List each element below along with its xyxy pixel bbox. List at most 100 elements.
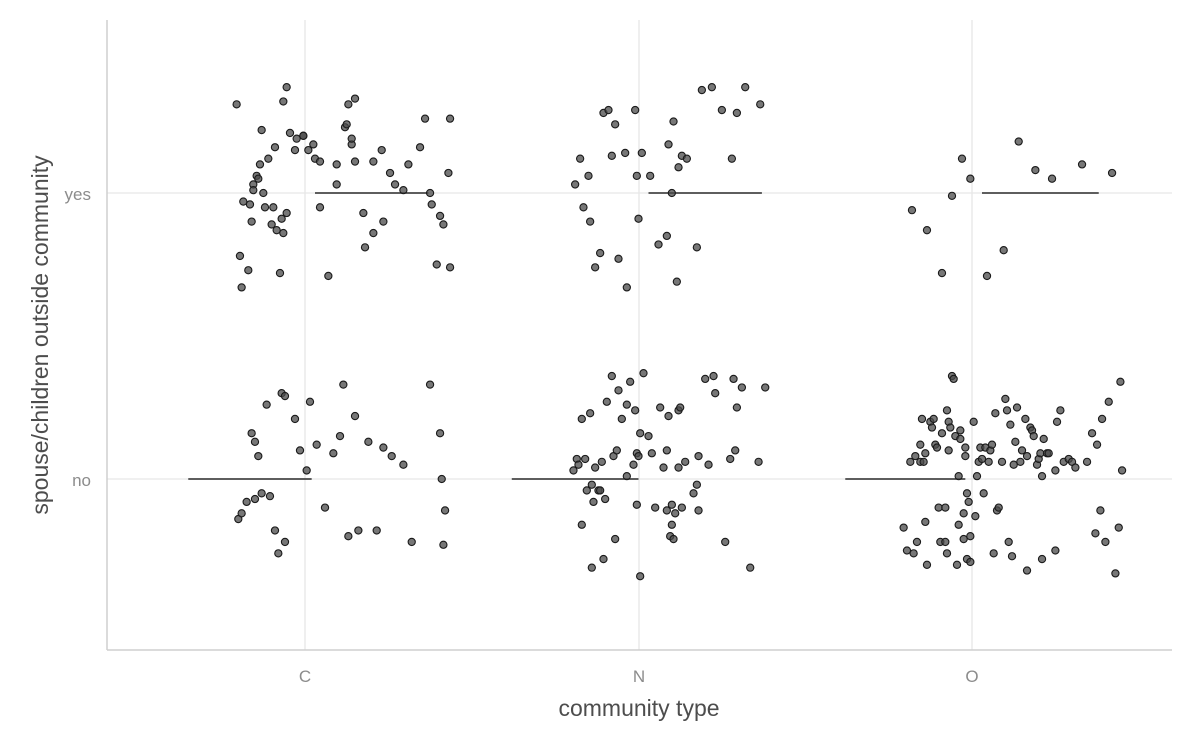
data-point-o (1002, 406, 1012, 415)
data-point-n (639, 369, 648, 378)
data-point-c (264, 154, 273, 163)
data-point-n (756, 100, 765, 109)
data-point-c (250, 437, 260, 446)
data-point-o (1012, 403, 1022, 412)
data-point-n (667, 500, 676, 509)
data-point-c (295, 446, 305, 455)
data-point-o (921, 449, 930, 458)
data-point-n (731, 446, 740, 455)
data-point-o (959, 534, 968, 544)
data-point-c (350, 157, 360, 166)
data-point-n (729, 374, 738, 384)
data-point-o (1111, 569, 1120, 578)
data-point-n (637, 148, 646, 158)
data-point-n (595, 486, 605, 495)
data-point-o (932, 443, 942, 452)
data-point-o (1052, 417, 1062, 426)
data-point-n (617, 414, 626, 424)
data-point-n (587, 480, 596, 489)
data-point-n (667, 520, 676, 529)
y-tick-label-no: no (72, 471, 91, 490)
data-point-c (439, 540, 448, 549)
data-point-n (697, 85, 707, 95)
data-point-o (1044, 449, 1053, 458)
data-point-o (997, 457, 1007, 466)
data-point-c (272, 226, 281, 235)
data-point-c (247, 217, 256, 226)
data-point-n (651, 503, 660, 512)
data-point-n (579, 203, 588, 212)
data-point-n (667, 188, 676, 198)
data-point-o (912, 537, 922, 547)
data-point-o (1009, 460, 1018, 469)
data-point-n (717, 105, 727, 115)
data-point-c (245, 200, 255, 209)
data-point-n (737, 383, 747, 392)
data-point-c (439, 220, 448, 229)
data-point-c (425, 188, 435, 198)
data-point-n (741, 83, 750, 92)
data-point-o (1014, 137, 1023, 146)
data-point-c (379, 217, 388, 226)
data-point-n (580, 454, 590, 464)
data-point-c (254, 451, 263, 461)
data-point-n (622, 283, 631, 292)
data-point-o (927, 423, 937, 432)
data-point-n (672, 277, 682, 286)
data-point-c (324, 271, 333, 281)
x-tick-label-c: C (299, 667, 311, 686)
data-point-o (1017, 446, 1027, 455)
data-point-o (956, 434, 965, 444)
data-point-o (1016, 457, 1025, 466)
data-point-c (364, 437, 373, 446)
data-point-c (257, 125, 266, 135)
data-point-c (332, 160, 341, 169)
data-point-c (420, 114, 430, 123)
data-point-c (277, 214, 286, 223)
data-point-o (922, 560, 932, 569)
data-point-o (911, 451, 920, 461)
data-point-o (929, 414, 938, 424)
data-point-c (259, 188, 268, 198)
data-point-c (290, 414, 300, 424)
data-point-c (415, 143, 425, 152)
data-point-n (674, 163, 683, 172)
data-point-n (590, 263, 600, 272)
data-point-o (1056, 406, 1065, 415)
data-point-o (964, 497, 973, 507)
data-point-c (280, 391, 290, 401)
data-point-o (946, 423, 955, 432)
data-point-n (694, 506, 703, 515)
data-point-n (664, 411, 673, 421)
data-point-c (347, 134, 356, 143)
data-point-c (372, 526, 381, 535)
data-point-o (952, 560, 962, 569)
data-point-c (237, 283, 246, 292)
data-point-n (761, 383, 770, 392)
data-point-c (279, 97, 288, 106)
data-point-c (390, 180, 400, 189)
data-point-o (1101, 537, 1110, 547)
data-point-n (577, 520, 586, 529)
data-point-o (966, 532, 975, 541)
data-point-o (944, 446, 953, 455)
data-point-n (577, 414, 586, 424)
data-point-o (956, 426, 965, 435)
point-layer (232, 83, 1127, 581)
data-point-c (247, 429, 256, 438)
data-point-o (954, 471, 963, 481)
data-point-o (982, 271, 992, 281)
data-point-n (711, 389, 720, 398)
data-point-c (244, 266, 253, 275)
data-point-c (369, 157, 378, 166)
data-point-c (425, 380, 435, 389)
data-point-c (267, 220, 276, 229)
data-point-n (677, 503, 687, 512)
data-point-o (941, 503, 950, 512)
data-point-c (312, 440, 321, 449)
data-point-n (647, 449, 656, 458)
data-point-o (902, 546, 912, 555)
data-point-c (332, 180, 341, 189)
data-point-o (1104, 397, 1113, 406)
data-point-c (290, 145, 300, 155)
